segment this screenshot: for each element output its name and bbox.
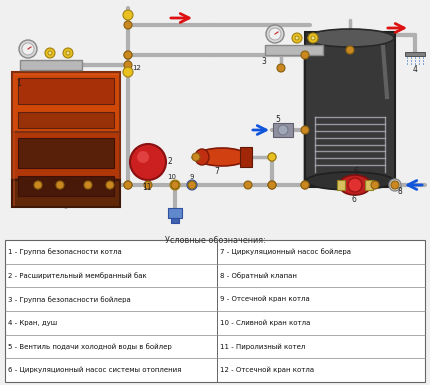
Bar	[18, 138, 114, 168]
Circle shape	[244, 181, 252, 189]
Text: 2: 2	[168, 157, 173, 166]
Circle shape	[391, 181, 399, 189]
Circle shape	[308, 33, 318, 43]
Circle shape	[301, 181, 309, 189]
Ellipse shape	[339, 175, 371, 195]
Bar	[12, 132, 120, 179]
Circle shape	[277, 64, 285, 72]
Circle shape	[130, 144, 166, 180]
Circle shape	[124, 51, 132, 59]
Circle shape	[268, 181, 276, 189]
Circle shape	[292, 33, 302, 43]
Bar	[18, 112, 114, 128]
Text: 3 - Группа безопасности бойлера: 3 - Группа безопасности бойлера	[8, 296, 131, 303]
Circle shape	[19, 40, 37, 58]
Circle shape	[123, 67, 133, 77]
Circle shape	[124, 181, 132, 189]
Bar	[405, 52, 425, 56]
Circle shape	[278, 125, 288, 135]
Text: 4: 4	[413, 65, 418, 75]
Circle shape	[268, 181, 276, 189]
Circle shape	[295, 36, 299, 40]
Text: 4 - Кран, душ: 4 - Кран, душ	[8, 320, 57, 326]
Circle shape	[171, 181, 179, 189]
Circle shape	[268, 153, 276, 161]
Bar	[12, 72, 120, 132]
Circle shape	[348, 178, 362, 192]
Text: 6: 6	[353, 166, 358, 176]
Circle shape	[301, 181, 309, 189]
Circle shape	[45, 48, 55, 58]
Text: 1: 1	[16, 79, 21, 87]
Circle shape	[22, 43, 34, 55]
Text: 11: 11	[142, 184, 151, 192]
Circle shape	[123, 10, 133, 20]
Bar	[18, 78, 114, 104]
Text: Условные обозначения:: Условные обозначения:	[165, 236, 265, 245]
Ellipse shape	[196, 148, 248, 166]
Circle shape	[144, 181, 152, 189]
Bar	[305, 32, 395, 187]
Bar	[273, 123, 293, 137]
Circle shape	[269, 28, 281, 40]
Circle shape	[66, 51, 70, 55]
Ellipse shape	[306, 172, 394, 190]
Text: 12 - Отсечной кран котла: 12 - Отсечной кран котла	[220, 367, 314, 373]
Text: 6 - Циркуляционный насос системы отопления: 6 - Циркуляционный насос системы отоплен…	[8, 367, 181, 373]
Text: 9: 9	[189, 174, 194, 180]
Circle shape	[301, 126, 309, 134]
Bar	[5, 240, 425, 382]
Text: 8: 8	[398, 187, 403, 196]
Text: 7: 7	[214, 166, 219, 176]
Circle shape	[268, 153, 276, 161]
Text: 1 - Группа безопасности котла: 1 - Группа безопасности котла	[8, 248, 122, 255]
Text: 6: 6	[351, 194, 356, 204]
Circle shape	[124, 21, 132, 29]
Text: 10: 10	[167, 174, 176, 180]
Text: 5 - Вентиль подачи холодной воды в бойлер: 5 - Вентиль подачи холодной воды в бойле…	[8, 343, 172, 350]
Circle shape	[124, 51, 132, 59]
Bar	[265, 45, 323, 55]
Circle shape	[311, 36, 315, 40]
Circle shape	[48, 51, 52, 55]
Circle shape	[301, 51, 309, 59]
Bar	[20, 60, 82, 70]
Circle shape	[34, 181, 42, 189]
Text: 2 - Расширительный мембранный бак: 2 - Расширительный мембранный бак	[8, 272, 147, 279]
Circle shape	[266, 25, 284, 43]
Bar	[365, 180, 373, 190]
Circle shape	[371, 181, 379, 189]
Circle shape	[124, 181, 132, 189]
Text: 7 - Циркуляционный насос бойлера: 7 - Циркуляционный насос бойлера	[220, 248, 351, 255]
Ellipse shape	[306, 29, 394, 47]
Circle shape	[124, 61, 132, 69]
Text: 8 - Обратный клапан: 8 - Обратный клапан	[220, 272, 297, 279]
Text: 12: 12	[132, 65, 141, 71]
Circle shape	[187, 180, 197, 190]
Text: 10 - Сливной кран котла: 10 - Сливной кран котла	[220, 320, 310, 326]
Circle shape	[170, 180, 180, 190]
Ellipse shape	[195, 149, 209, 165]
Circle shape	[56, 181, 64, 189]
Bar	[240, 147, 252, 167]
Text: 9 - Отсечной кран котла: 9 - Отсечной кран котла	[220, 296, 310, 302]
Text: 5: 5	[275, 114, 280, 124]
Bar	[12, 180, 120, 207]
Bar	[337, 180, 345, 190]
Bar	[18, 176, 114, 196]
Circle shape	[84, 181, 92, 189]
Circle shape	[106, 181, 114, 189]
Circle shape	[389, 179, 401, 191]
Circle shape	[63, 48, 73, 58]
Text: 3: 3	[261, 57, 266, 67]
Circle shape	[188, 181, 196, 189]
Text: 11 - Пиролизный котел: 11 - Пиролизный котел	[220, 343, 305, 350]
Circle shape	[346, 46, 354, 54]
Bar	[168, 208, 182, 218]
Circle shape	[192, 153, 200, 161]
Circle shape	[171, 181, 179, 189]
Bar	[171, 218, 179, 223]
Circle shape	[137, 151, 149, 163]
